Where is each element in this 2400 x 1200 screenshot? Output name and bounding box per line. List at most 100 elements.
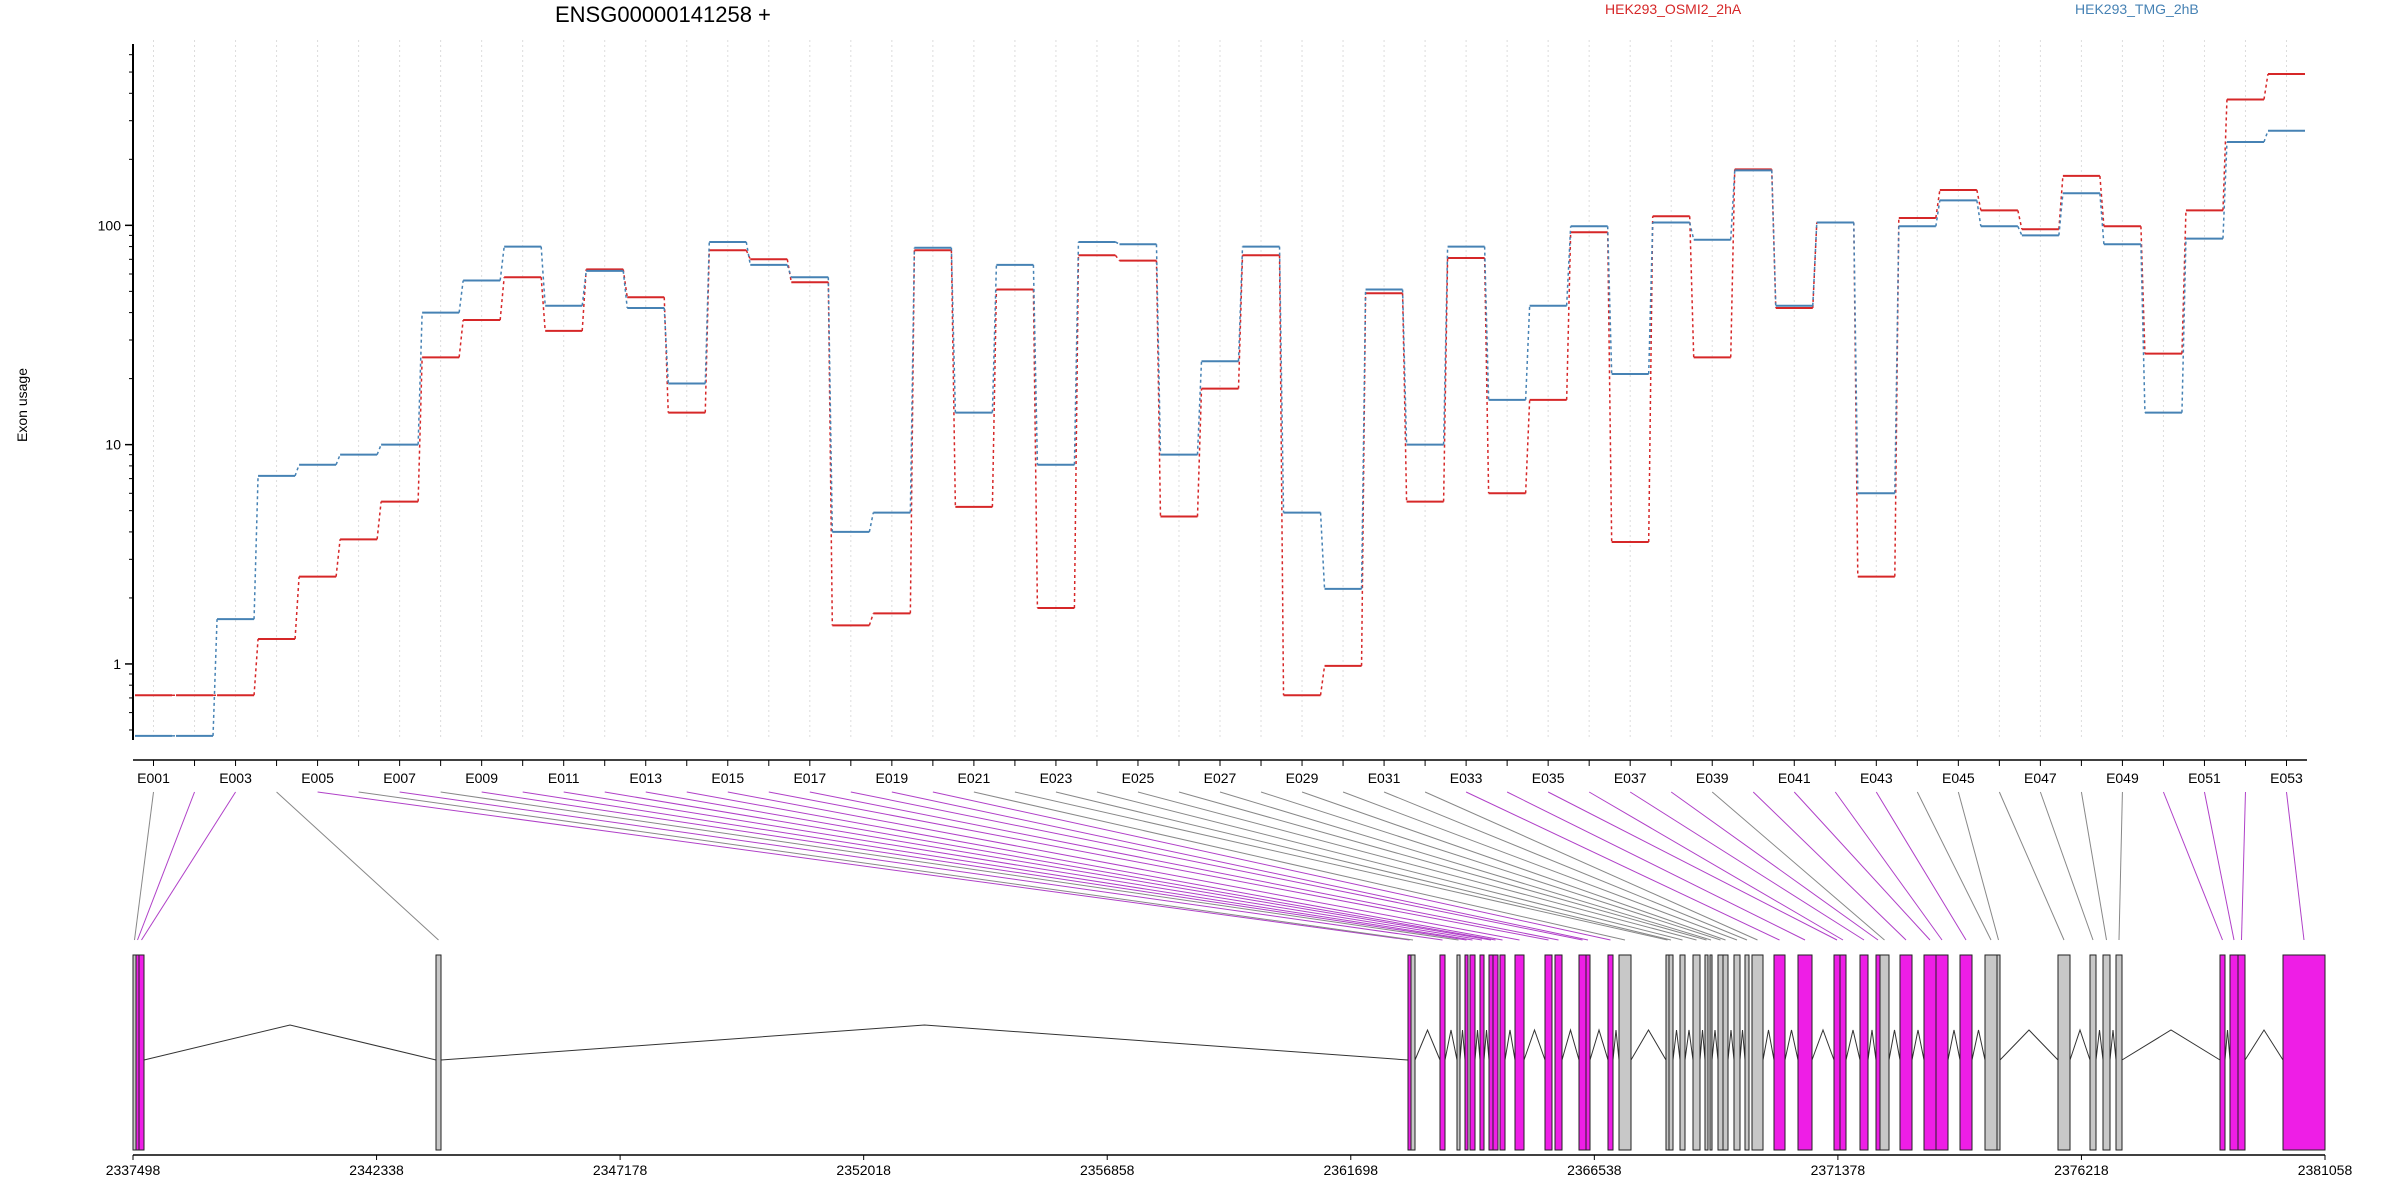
exon-connector [1506, 791, 1806, 941]
exon-box [1797, 954, 1813, 1151]
exon-connector [2080, 791, 2107, 941]
exon-box [1410, 954, 1416, 1151]
exon-connector [1383, 791, 1748, 941]
genome-tick-label: 2366538 [1567, 1162, 1622, 1178]
exon-connector [1260, 791, 1721, 941]
series-connector [376, 501, 382, 540]
x-tick-label: E041 [1778, 770, 1811, 786]
exon-box [1607, 954, 1614, 1151]
series-layer [135, 72, 2305, 737]
exon-connector [1424, 791, 1758, 941]
intron-line [1474, 1029, 1481, 1061]
x-tick-label: E025 [1122, 770, 1155, 786]
exon-connector [2118, 791, 2123, 941]
exon-box [1717, 954, 1724, 1151]
intron-line [1483, 1029, 1490, 1061]
exon-box [1499, 954, 1506, 1151]
series-connector [2099, 175, 2105, 227]
series-connector [1688, 216, 1695, 358]
x-tick-label: E047 [2024, 770, 2057, 786]
exon-box [1709, 954, 1713, 1151]
x-tick-label: E029 [1286, 770, 1319, 786]
intron-line [1711, 1029, 1719, 1061]
series-connector [417, 357, 423, 502]
exon-connector [727, 791, 1520, 941]
exon-connector [440, 791, 1459, 941]
series-connector [540, 246, 546, 306]
series-connector [417, 312, 423, 445]
exon-box [1744, 954, 1750, 1151]
y-tick-label: 100 [98, 217, 122, 233]
exon-box [1839, 954, 1847, 1151]
series-connector [1935, 200, 1941, 227]
series-connector [622, 270, 628, 309]
exon-box [1875, 954, 1881, 1151]
series-connector [253, 475, 259, 620]
exon-connector [1793, 791, 1931, 941]
intron-line [1589, 1028, 1609, 1061]
intron-line [1630, 1029, 1667, 1061]
series-connector [1073, 255, 1080, 608]
exon-box [1479, 954, 1485, 1151]
intron-line [1762, 1029, 1775, 1061]
series-connector [335, 539, 341, 577]
exon-box [1578, 954, 1587, 1151]
x-tick-label: E053 [2270, 770, 2303, 786]
exon-connector [768, 791, 1549, 941]
series-connector [540, 277, 546, 331]
series-connector [581, 269, 587, 331]
series-connector [376, 444, 382, 455]
series-connector [991, 264, 998, 413]
gene-model-layer: 2337498 2342338 2347178 2352018 2356858 23616… [106, 954, 2352, 1178]
intron-line [1561, 1028, 1580, 1061]
series-connector [868, 613, 875, 626]
y-tick-label: 1 [113, 656, 121, 672]
intron-line [1845, 1029, 1861, 1061]
intron-line [1888, 1029, 1901, 1061]
exon-connector [481, 791, 1467, 941]
exon-connector [1178, 791, 1707, 941]
exon-connector [1096, 791, 1683, 941]
series-connector [1483, 246, 1490, 400]
intron-line [1684, 1029, 1694, 1061]
genome-tick-label: 2337498 [106, 1162, 161, 1178]
exon-connector [809, 791, 1559, 941]
y-axis-label: Exon usage [14, 368, 30, 442]
chart-title: ENSG00000141258 + [555, 2, 771, 27]
series-2 [135, 129, 2305, 737]
exon-connector [2162, 791, 2223, 941]
series-connector [458, 319, 464, 358]
x-tick-label: E007 [383, 770, 416, 786]
series-connector [294, 576, 300, 640]
exon-connector [973, 791, 1626, 941]
exon-connector [1301, 791, 1726, 941]
genome-tick-label: 2347178 [593, 1162, 648, 1178]
genome-tick-label: 2356858 [1080, 1162, 1135, 1178]
series-connector [1155, 244, 1162, 455]
exon-box [1733, 954, 1741, 1151]
exon-box [2282, 954, 2326, 1151]
exon-connector [891, 791, 1589, 941]
exon-box [1833, 954, 1841, 1151]
exon-connector [604, 791, 1492, 941]
series-connector [2222, 141, 2228, 239]
exon-box [1984, 954, 1998, 1151]
exon-box [1469, 954, 1476, 1151]
series-connector [2140, 244, 2146, 413]
intron-line [1523, 1028, 1546, 1061]
series-connector [335, 454, 341, 465]
exon-box [1492, 954, 1499, 1151]
series-connector [2181, 238, 2187, 413]
exon-connector [399, 791, 1443, 941]
series-connector [212, 619, 218, 736]
series-connector [1565, 232, 1572, 400]
x-tick-label: E021 [958, 770, 991, 786]
series-connector [1812, 222, 1818, 308]
exon-box [1996, 954, 2001, 1151]
x-tick-label: E043 [1860, 770, 1893, 786]
x-tick-label: E001 [137, 770, 170, 786]
exon-connector [276, 791, 439, 941]
exon-box [1859, 954, 1869, 1151]
x-tick-label: E035 [1532, 770, 1565, 786]
